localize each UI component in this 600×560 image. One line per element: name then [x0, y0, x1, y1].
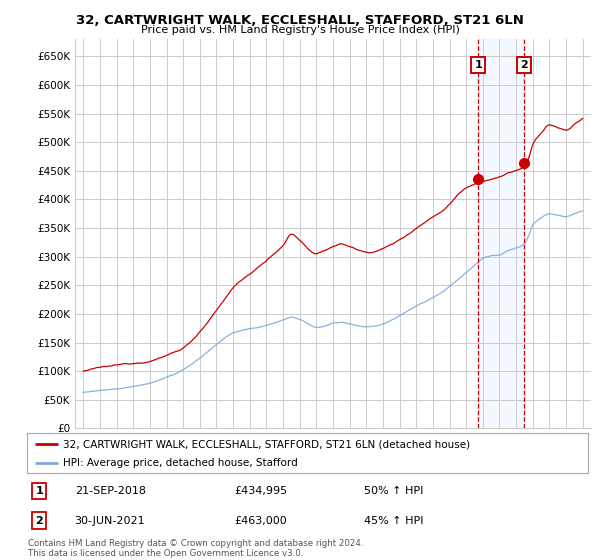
Text: 32, CARTWRIGHT WALK, ECCLESHALL, STAFFORD, ST21 6LN: 32, CARTWRIGHT WALK, ECCLESHALL, STAFFOR… [76, 14, 524, 27]
Text: 2: 2 [520, 60, 528, 70]
Text: £463,000: £463,000 [235, 516, 287, 525]
Text: 32, CARTWRIGHT WALK, ECCLESHALL, STAFFORD, ST21 6LN (detached house): 32, CARTWRIGHT WALK, ECCLESHALL, STAFFOR… [64, 439, 470, 449]
Text: 50% ↑ HPI: 50% ↑ HPI [364, 486, 423, 496]
Text: 1: 1 [474, 60, 482, 70]
Text: Price paid vs. HM Land Registry's House Price Index (HPI): Price paid vs. HM Land Registry's House … [140, 25, 460, 35]
Text: HPI: Average price, detached house, Stafford: HPI: Average price, detached house, Staf… [64, 458, 298, 468]
Text: 30-JUN-2021: 30-JUN-2021 [74, 516, 145, 525]
Text: 21-SEP-2018: 21-SEP-2018 [74, 486, 146, 496]
Bar [478, 39, 524, 428]
Text: £434,995: £434,995 [235, 486, 287, 496]
Text: Contains HM Land Registry data © Crown copyright and database right 2024.
This d: Contains HM Land Registry data © Crown c… [28, 539, 364, 558]
Text: 45% ↑ HPI: 45% ↑ HPI [364, 516, 423, 525]
Text: 1: 1 [35, 486, 43, 496]
Text: 2: 2 [35, 516, 43, 525]
